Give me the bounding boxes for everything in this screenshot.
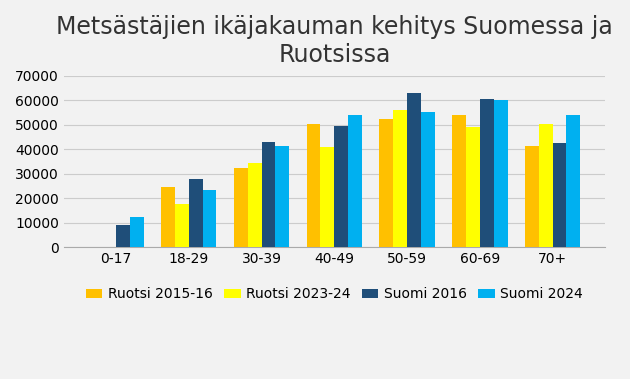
- Bar: [525, 146, 539, 247]
- Title: Metsästäjien ikäjakauman kehitys Suomessa ja
Ruotsissa: Metsästäjien ikäjakauman kehitys Suomess…: [56, 15, 613, 67]
- Bar: [539, 124, 553, 247]
- Bar: [466, 127, 480, 247]
- Bar: [116, 225, 130, 247]
- Bar: [421, 113, 435, 247]
- Bar: [130, 217, 144, 247]
- Bar: [261, 142, 275, 247]
- Legend: Ruotsi 2015-16, Ruotsi 2023-24, Suomi 2016, Suomi 2024: Ruotsi 2015-16, Ruotsi 2023-24, Suomi 20…: [80, 282, 588, 307]
- Bar: [553, 143, 566, 247]
- Bar: [494, 100, 508, 247]
- Bar: [275, 146, 289, 247]
- Bar: [335, 126, 348, 247]
- Bar: [480, 99, 494, 247]
- Bar: [189, 179, 203, 247]
- Bar: [452, 115, 466, 247]
- Bar: [248, 163, 261, 247]
- Bar: [161, 187, 175, 247]
- Bar: [321, 147, 335, 247]
- Bar: [307, 124, 321, 247]
- Bar: [566, 115, 580, 247]
- Bar: [379, 119, 393, 247]
- Bar: [175, 204, 189, 247]
- Bar: [234, 168, 248, 247]
- Bar: [203, 190, 217, 247]
- Bar: [407, 93, 421, 247]
- Bar: [348, 115, 362, 247]
- Bar: [393, 110, 407, 247]
